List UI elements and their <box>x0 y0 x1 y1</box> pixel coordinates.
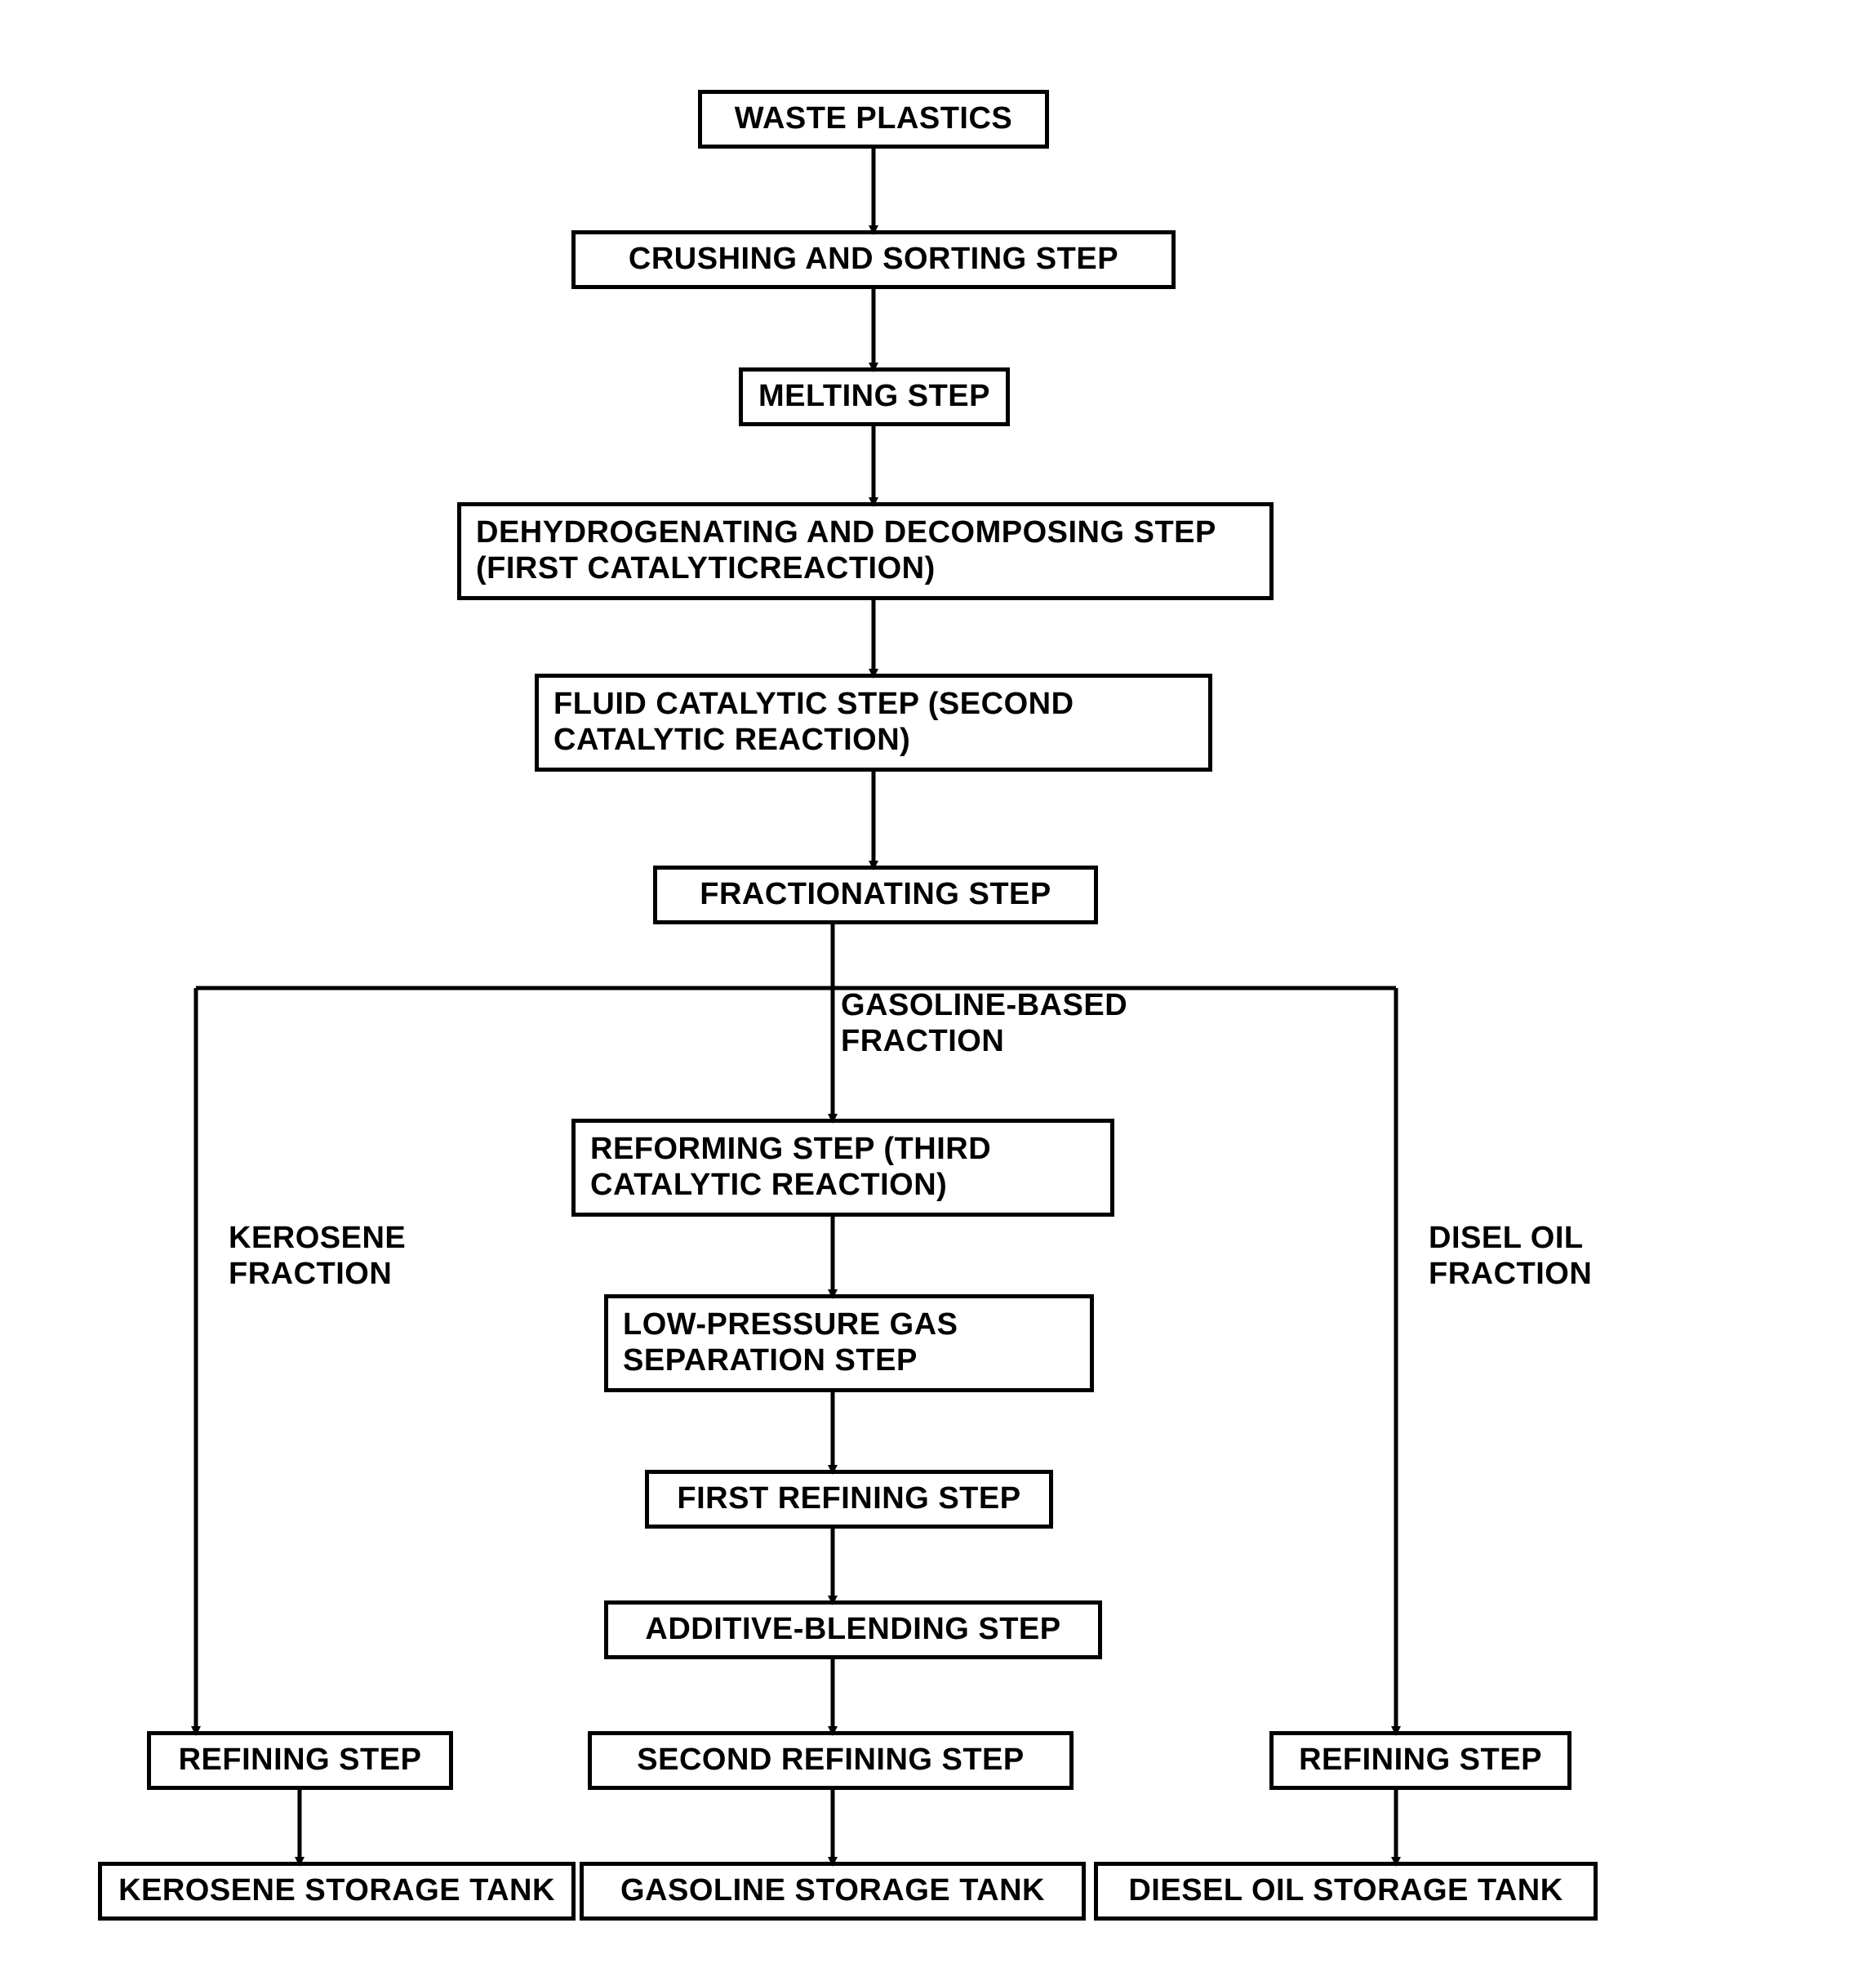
node-refining-left: REFINING STEP <box>147 1731 453 1790</box>
node-fractionating: FRACTIONATING STEP <box>653 866 1098 924</box>
node-second-refining: SECOND REFINING STEP <box>588 1731 1074 1790</box>
node-gasoline-storage: GASOLINE STORAGE TANK <box>580 1862 1086 1921</box>
node-refining-right: REFINING STEP <box>1269 1731 1571 1790</box>
node-label: WASTE PLASTICS <box>735 101 1013 137</box>
node-label: DEHYDROGENATING AND DECOMPOSING STEP (FI… <box>476 515 1255 586</box>
node-label: REFINING STEP <box>179 1743 422 1778</box>
node-crushing-sorting: CRUSHING AND SORTING STEP <box>571 230 1176 289</box>
node-label: REFINING STEP <box>1299 1743 1542 1778</box>
node-label: LOW-PRESSURE GAS SEPARATION STEP <box>623 1307 1075 1378</box>
label-gasoline-fraction: GASOLINE-BASED FRACTION <box>841 988 1127 1059</box>
node-melting: MELTING STEP <box>739 367 1010 426</box>
node-first-refining: FIRST REFINING STEP <box>645 1470 1053 1529</box>
node-label: CRUSHING AND SORTING STEP <box>629 242 1118 278</box>
node-label: FRACTIONATING STEP <box>700 877 1051 913</box>
label-diesel-fraction: DISEL OIL FRACTION <box>1429 1221 1592 1292</box>
node-label: GASOLINE STORAGE TANK <box>620 1873 1045 1909</box>
node-fluid-catalytic: FLUID CATALYTIC STEP (SECOND CATALYTIC R… <box>535 674 1212 772</box>
node-diesel-storage: DIESEL OIL STORAGE TANK <box>1094 1862 1598 1921</box>
label-kerosene-fraction: KEROSENE FRACTION <box>229 1221 406 1292</box>
node-waste-plastics: WASTE PLASTICS <box>698 90 1049 149</box>
node-label: DIESEL OIL STORAGE TANK <box>1128 1873 1563 1909</box>
node-dehydro: DEHYDROGENATING AND DECOMPOSING STEP (FI… <box>457 502 1274 600</box>
node-label: ADDITIVE-BLENDING STEP <box>645 1612 1060 1648</box>
node-label: KEROSENE STORAGE TANK <box>118 1873 555 1909</box>
node-low-pressure: LOW-PRESSURE GAS SEPARATION STEP <box>604 1294 1094 1392</box>
node-label: FIRST REFINING STEP <box>677 1481 1020 1517</box>
node-kerosene-storage: KEROSENE STORAGE TANK <box>98 1862 576 1921</box>
node-label: FLUID CATALYTIC STEP (SECOND CATALYTIC R… <box>553 687 1194 758</box>
node-reforming: REFORMING STEP (THIRD CATALYTIC REACTION… <box>571 1119 1114 1217</box>
node-label: SECOND REFINING STEP <box>637 1743 1025 1778</box>
flowchart-canvas: WASTE PLASTICS CRUSHING AND SORTING STEP… <box>0 0 1876 1972</box>
node-label: REFORMING STEP (THIRD CATALYTIC REACTION… <box>590 1132 1096 1203</box>
node-label: MELTING STEP <box>758 379 990 415</box>
node-additive-blending: ADDITIVE-BLENDING STEP <box>604 1600 1102 1659</box>
flowchart-edges <box>0 0 1876 1972</box>
